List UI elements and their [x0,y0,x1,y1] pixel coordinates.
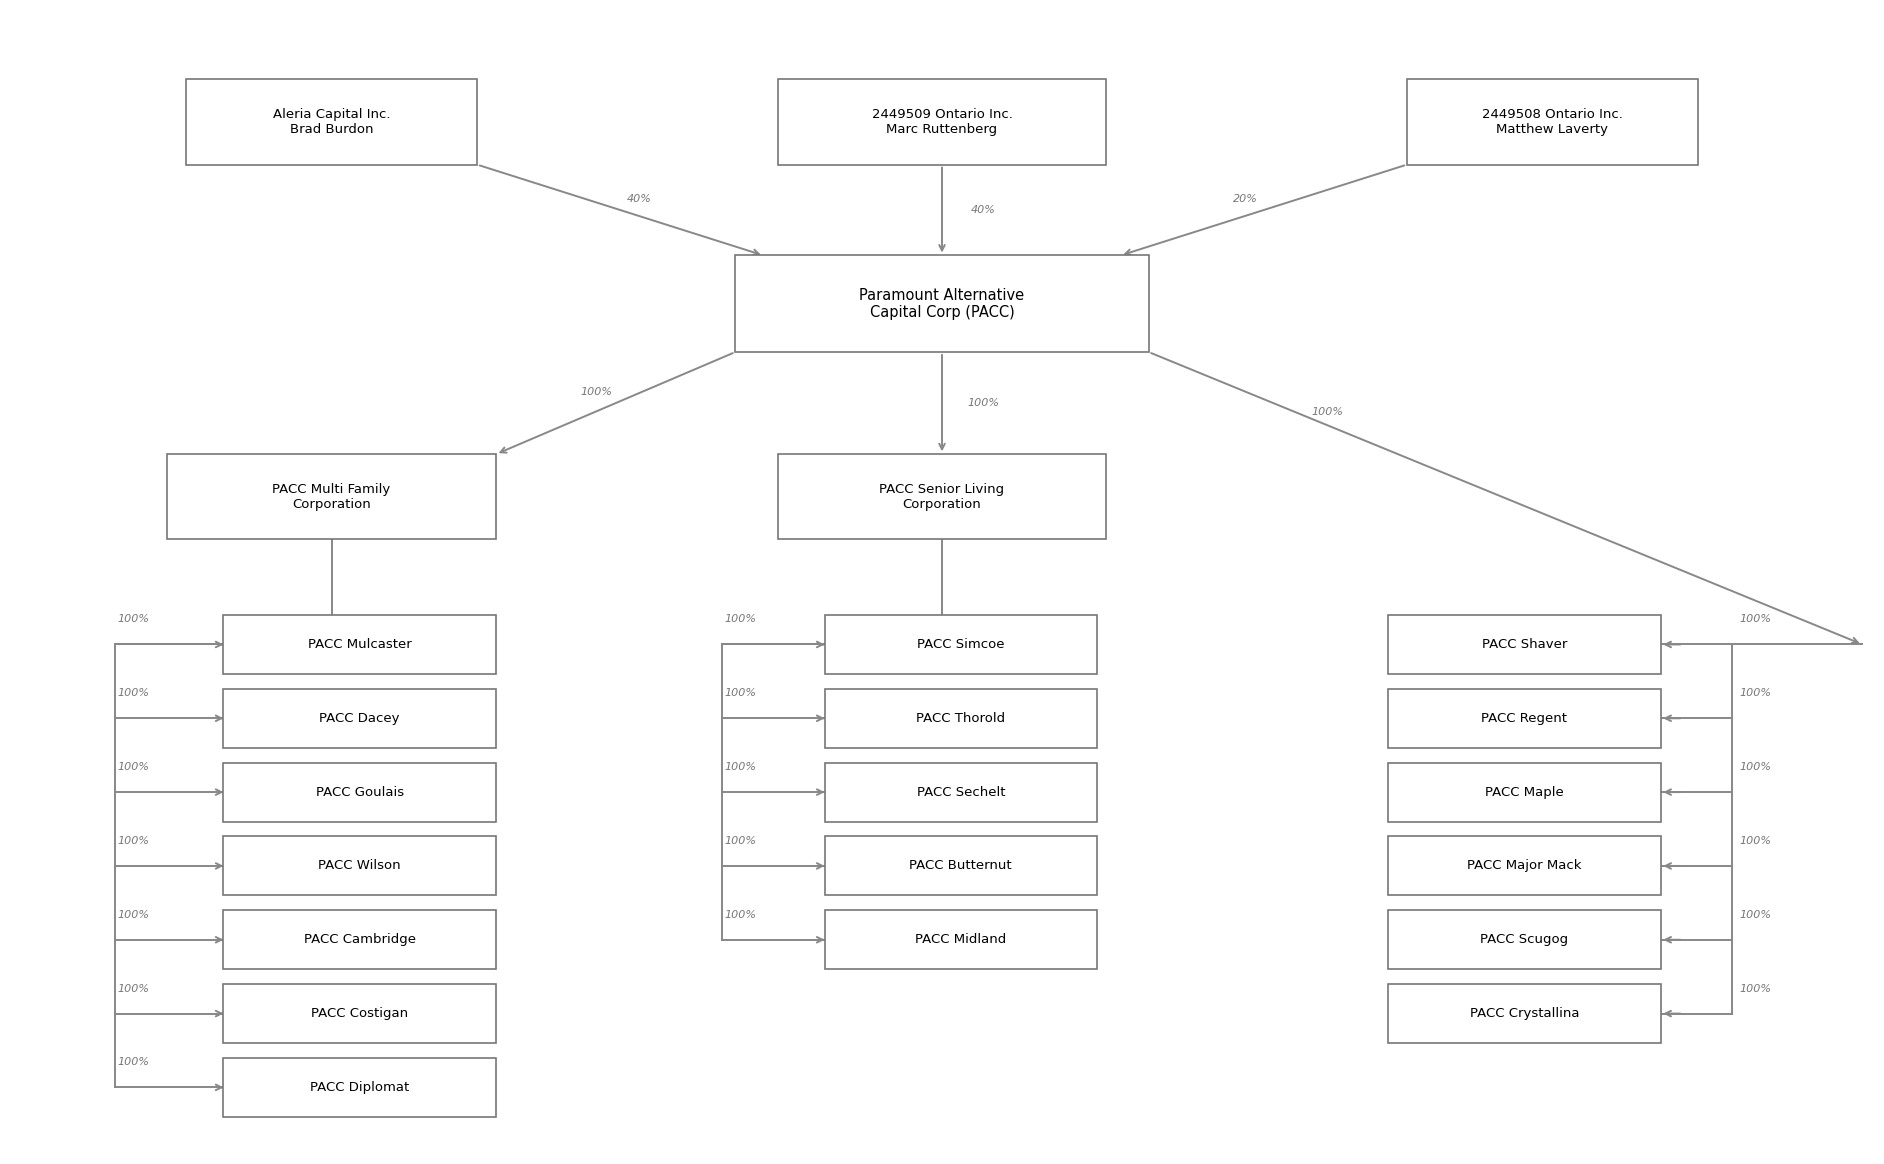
FancyBboxPatch shape [224,837,495,895]
Text: 100%: 100% [1311,406,1343,417]
Text: PACC Thorold: PACC Thorold [916,712,1006,725]
FancyBboxPatch shape [825,762,1096,822]
Text: PACC Goulais: PACC Goulais [317,786,403,799]
FancyBboxPatch shape [735,255,1149,352]
Text: 100%: 100% [723,836,755,846]
Text: 40%: 40% [970,205,997,215]
Text: PACC Sechelt: PACC Sechelt [916,786,1004,799]
Text: 100%: 100% [580,386,612,397]
Text: PACC Senior Living
Corporation: PACC Senior Living Corporation [880,483,1004,511]
FancyBboxPatch shape [1389,615,1660,674]
Text: 2449508 Ontario Inc.
Matthew Laverty: 2449508 Ontario Inc. Matthew Laverty [1483,108,1622,136]
FancyBboxPatch shape [187,79,477,164]
Text: 100%: 100% [723,762,755,772]
Text: 100%: 100% [723,615,755,624]
Text: Aleria Capital Inc.
Brad Burdon: Aleria Capital Inc. Brad Burdon [273,108,390,136]
Text: PACC Scugog: PACC Scugog [1481,934,1567,946]
Text: 100%: 100% [117,688,149,698]
Text: 100%: 100% [117,984,149,994]
Text: 40%: 40% [627,193,652,204]
Text: PACC Multi Family
Corporation: PACC Multi Family Corporation [273,483,390,511]
FancyBboxPatch shape [778,454,1106,539]
Text: PACC Regent: PACC Regent [1481,712,1567,725]
Text: 2449509 Ontario Inc.
Marc Ruttenberg: 2449509 Ontario Inc. Marc Ruttenberg [872,108,1012,136]
Text: 100%: 100% [1739,836,1771,846]
Text: 100%: 100% [1739,984,1771,994]
FancyBboxPatch shape [1389,689,1660,747]
FancyBboxPatch shape [1407,79,1697,164]
Text: 100%: 100% [1739,910,1771,920]
Text: PACC Diplomat: PACC Diplomat [311,1081,409,1094]
Text: PACC Mulcaster: PACC Mulcaster [307,638,411,651]
Text: PACC Crystallina: PACC Crystallina [1470,1007,1579,1020]
FancyBboxPatch shape [224,910,495,970]
Text: PACC Butternut: PACC Butternut [910,859,1012,873]
FancyBboxPatch shape [224,762,495,822]
Text: 20%: 20% [1232,193,1257,204]
FancyBboxPatch shape [224,984,495,1043]
Text: 100%: 100% [1739,762,1771,772]
Text: PACC Major Mack: PACC Major Mack [1468,859,1581,873]
Text: 100%: 100% [117,762,149,772]
Text: PACC Shaver: PACC Shaver [1481,638,1567,651]
FancyBboxPatch shape [1389,837,1660,895]
FancyBboxPatch shape [1389,910,1660,970]
Text: PACC Wilson: PACC Wilson [318,859,401,873]
FancyBboxPatch shape [224,689,495,747]
FancyBboxPatch shape [825,910,1096,970]
Text: 100%: 100% [117,615,149,624]
FancyBboxPatch shape [224,1058,495,1117]
Text: PACC Maple: PACC Maple [1485,786,1564,799]
Text: 100%: 100% [723,910,755,920]
Text: PACC Midland: PACC Midland [916,934,1006,946]
Text: PACC Simcoe: PACC Simcoe [918,638,1004,651]
Text: 100%: 100% [966,398,999,409]
Text: PACC Cambridge: PACC Cambridge [303,934,416,946]
FancyBboxPatch shape [1389,984,1660,1043]
Text: 100%: 100% [723,688,755,698]
FancyBboxPatch shape [825,689,1096,747]
Text: Paramount Alternative
Capital Corp (PACC): Paramount Alternative Capital Corp (PACC… [859,288,1025,320]
Text: 100%: 100% [117,836,149,846]
Text: PACC Costigan: PACC Costigan [311,1007,409,1020]
FancyBboxPatch shape [778,79,1106,164]
FancyBboxPatch shape [224,615,495,674]
Text: 100%: 100% [1739,688,1771,698]
FancyBboxPatch shape [825,837,1096,895]
FancyBboxPatch shape [825,615,1096,674]
Text: 100%: 100% [117,1057,149,1067]
Text: 100%: 100% [1739,615,1771,624]
Text: 100%: 100% [117,910,149,920]
FancyBboxPatch shape [168,454,495,539]
FancyBboxPatch shape [1389,762,1660,822]
Text: PACC Dacey: PACC Dacey [320,712,399,725]
